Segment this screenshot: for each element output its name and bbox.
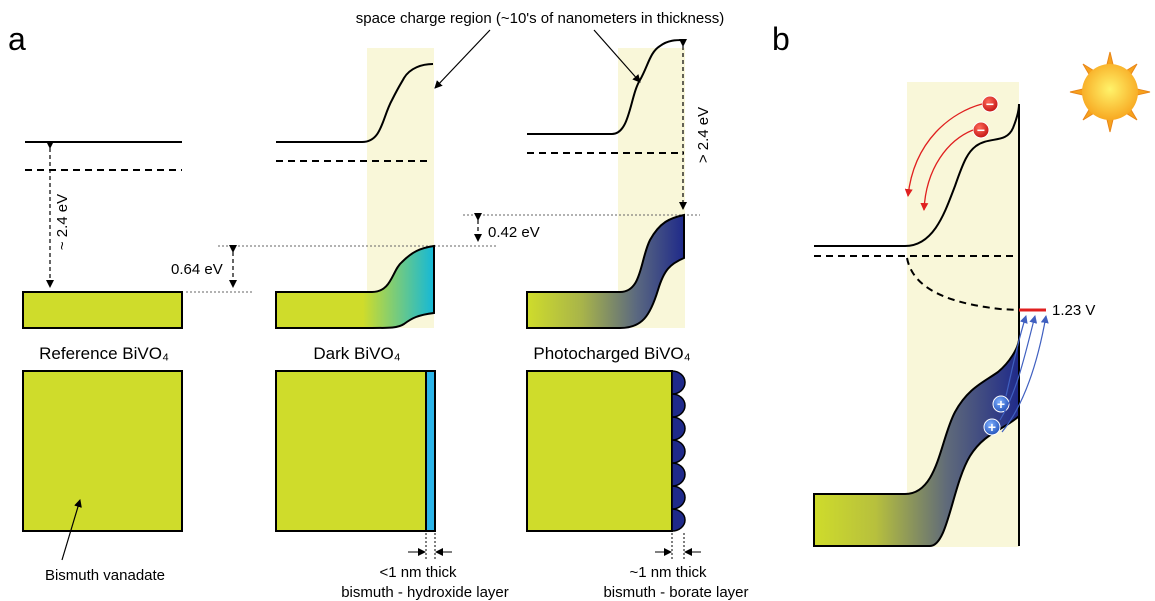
borate-thickness-label: ~1 nm thick xyxy=(629,564,707,581)
borate-layer xyxy=(671,370,686,532)
electron-1: − xyxy=(981,95,999,113)
hole-1: + xyxy=(992,395,1010,413)
dark-conduction-band xyxy=(276,63,434,143)
borate-layer-label: bismuth - borate layer xyxy=(603,584,748,601)
photocharged-sample-label: Photocharged BiVO₄ xyxy=(533,344,690,363)
reference-bulk-block xyxy=(22,370,183,532)
hole-2: + xyxy=(983,418,1001,436)
reference-sample-label: Reference BiVO₄ xyxy=(39,344,169,363)
electron-arrow-2 xyxy=(920,129,974,211)
dark-sample-label: Dark BiVO₄ xyxy=(313,344,400,363)
space-charge-region-b xyxy=(907,82,1019,547)
hole-arrow-1 xyxy=(1005,315,1028,397)
electron-2: − xyxy=(972,121,990,139)
hole-1-sign: + xyxy=(997,396,1005,412)
offset-042-label: 0.42 eV xyxy=(488,224,540,241)
photocharged-gap-label: > 2.4 eV xyxy=(695,107,712,163)
b-valence-band xyxy=(813,339,1020,547)
space-charge-arrow-left xyxy=(434,29,491,89)
photocharged-valence-band xyxy=(526,213,685,329)
electron-2-sign: − xyxy=(977,122,985,138)
electron-1-sign: − xyxy=(986,96,994,112)
dark-valence-band xyxy=(275,244,435,329)
photocharged-bulk-block xyxy=(526,370,673,532)
photocharged-conduction-band xyxy=(527,39,685,135)
hole-arrow-3 xyxy=(1001,315,1049,433)
dark-bulk-block xyxy=(275,370,427,532)
space-charge-label: space charge region (~10's of nanometers… xyxy=(356,10,724,27)
bismuth-vanadate-label: Bismuth vanadate xyxy=(45,567,165,584)
bismuth-vanadate-arrow xyxy=(61,499,82,561)
hydroxide-layer xyxy=(425,370,436,532)
hydroxide-thickness-label: <1 nm thick xyxy=(379,564,457,581)
b-conduction-band xyxy=(814,103,1020,546)
water-oxidation-potential-label: 1.23 V xyxy=(1052,302,1095,319)
offset-064-label: 0.64 eV xyxy=(171,261,223,278)
panel-label-b: b xyxy=(772,21,790,57)
hole-2-sign: + xyxy=(988,419,996,435)
reference-gap-label: ~ 2.4 eV xyxy=(54,194,71,250)
hydroxide-layer-label: bismuth - hydroxide layer xyxy=(341,584,509,601)
sun-icon xyxy=(1069,51,1151,133)
reference-valence-band xyxy=(22,291,183,329)
panel-label-a: a xyxy=(8,21,26,57)
hole-arrow-2 xyxy=(999,315,1038,421)
space-charge-arrow-right xyxy=(593,29,641,83)
electron-arrow-1 xyxy=(904,103,983,197)
